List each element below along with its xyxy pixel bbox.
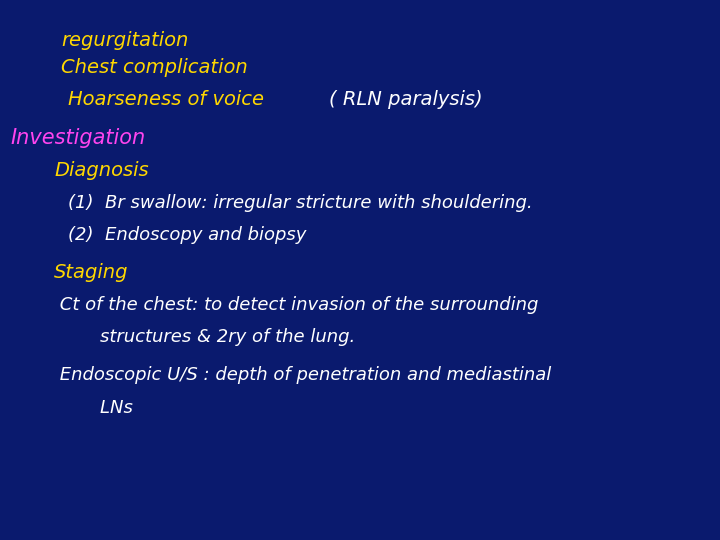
Text: (1)  Br swallow: irregular stricture with shouldering.: (1) Br swallow: irregular stricture with… [68,193,533,212]
Text: LNs: LNs [54,399,133,417]
Text: Staging: Staging [54,263,128,282]
Text: Diagnosis: Diagnosis [54,160,148,180]
Text: regurgitation: regurgitation [61,31,189,50]
Text: Chest complication: Chest complication [61,58,248,77]
Text: Ct of the chest: to detect invasion of the surrounding: Ct of the chest: to detect invasion of t… [54,296,539,314]
Text: Investigation: Investigation [11,127,146,148]
Text: ( RLN paralysis): ( RLN paralysis) [329,90,483,110]
Text: (2)  Endoscopy and biopsy: (2) Endoscopy and biopsy [68,226,307,244]
Text: Endoscopic U/S : depth of penetration and mediastinal: Endoscopic U/S : depth of penetration an… [54,366,552,384]
Text: structures & 2ry of the lung.: structures & 2ry of the lung. [54,328,355,347]
Text: Hoarseness of voice: Hoarseness of voice [68,90,271,110]
